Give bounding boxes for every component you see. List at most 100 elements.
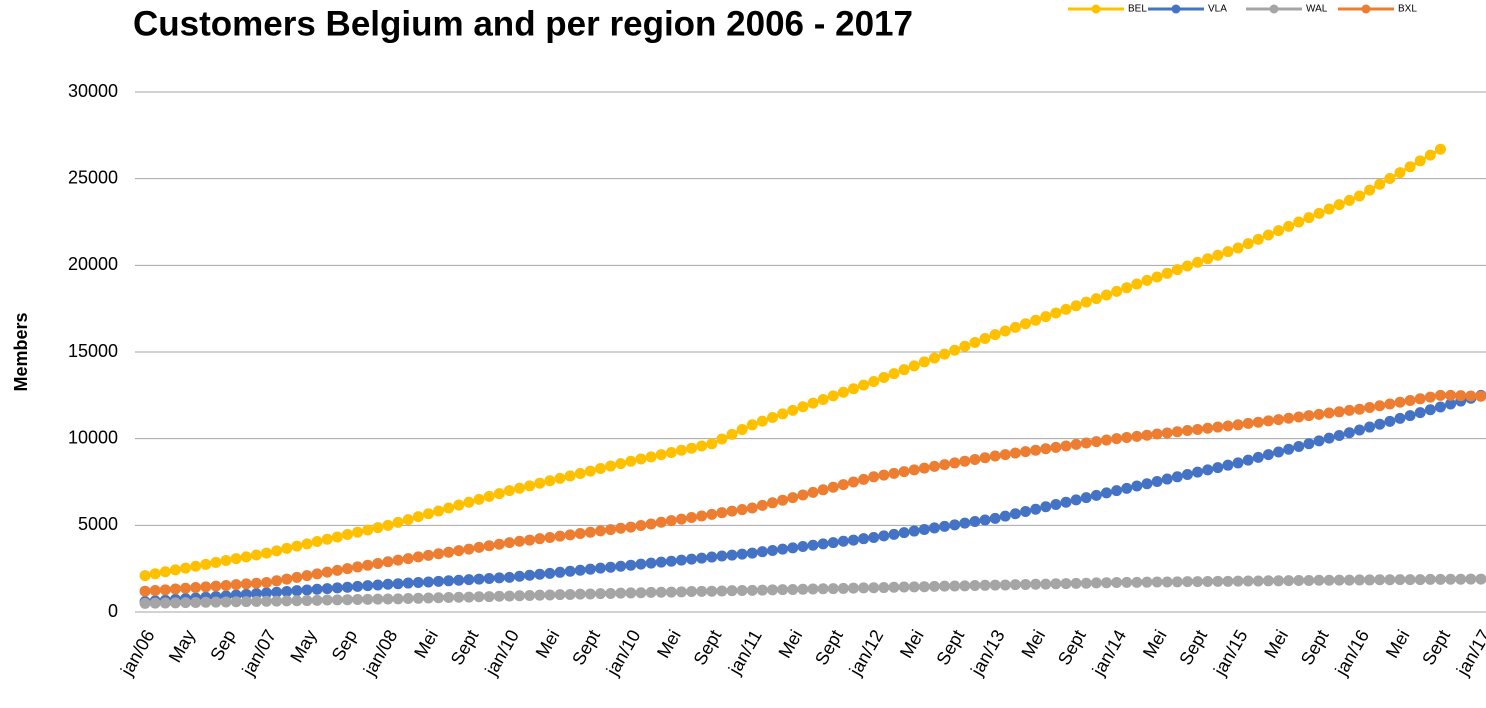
marker (463, 496, 475, 508)
marker (594, 525, 606, 537)
marker (1009, 447, 1021, 459)
marker (362, 580, 374, 592)
legend-label: VLA (1208, 4, 1227, 15)
marker (686, 442, 698, 454)
marker (827, 537, 839, 549)
x-tick-label: Sept (1175, 626, 1211, 668)
marker (1070, 438, 1082, 450)
marker (1252, 451, 1264, 463)
marker (443, 502, 455, 514)
marker (1050, 441, 1062, 453)
marker (1181, 260, 1193, 272)
marker (382, 578, 394, 590)
marker (756, 584, 768, 596)
marker (1060, 496, 1072, 508)
marker (402, 577, 414, 589)
marker (392, 516, 404, 528)
marker (817, 393, 829, 405)
marker (716, 585, 728, 597)
marker (1151, 576, 1163, 588)
marker (827, 583, 839, 595)
marker (1040, 578, 1052, 590)
marker (615, 458, 627, 470)
marker (1353, 424, 1365, 436)
marker (149, 597, 161, 609)
marker (928, 580, 940, 592)
marker (665, 586, 677, 598)
marker (1333, 406, 1345, 418)
marker (1111, 285, 1123, 297)
marker (301, 595, 313, 607)
marker (341, 581, 353, 593)
marker (675, 513, 687, 525)
marker (1020, 318, 1032, 330)
marker (554, 566, 566, 578)
marker (878, 371, 890, 383)
marker (605, 524, 617, 536)
marker (1151, 271, 1163, 283)
marker (1100, 487, 1112, 499)
marker (473, 493, 485, 505)
marker (402, 592, 414, 604)
marker (1394, 396, 1406, 408)
marker (1424, 391, 1436, 403)
marker (999, 579, 1011, 591)
marker (1374, 574, 1386, 586)
marker (564, 588, 576, 600)
marker (726, 585, 738, 597)
marker (230, 596, 242, 608)
x-tick-label: Sept (1297, 626, 1333, 668)
marker (453, 499, 465, 511)
marker (1252, 416, 1264, 428)
marker (1475, 573, 1486, 585)
marker (159, 597, 171, 609)
marker (635, 587, 647, 599)
marker (878, 530, 890, 542)
marker (352, 594, 364, 606)
marker (777, 543, 789, 555)
marker (726, 428, 738, 440)
marker (1192, 256, 1204, 268)
marker (483, 490, 495, 502)
marker (999, 449, 1011, 461)
marker (1455, 573, 1467, 585)
marker (928, 522, 940, 534)
x-tick-label: Mei (1260, 626, 1292, 661)
marker (1131, 480, 1143, 492)
marker (1202, 464, 1214, 476)
marker (928, 460, 940, 472)
marker (1171, 471, 1183, 483)
legend-label: WAL (1306, 4, 1328, 15)
marker (514, 570, 526, 582)
marker (1171, 576, 1183, 588)
x-tick-label: Mei (532, 626, 564, 661)
marker (524, 590, 536, 602)
marker (807, 583, 819, 595)
marker (1121, 431, 1133, 443)
marker (706, 508, 718, 520)
marker (554, 472, 566, 484)
marker (534, 477, 546, 489)
marker (362, 593, 374, 605)
marker (1283, 220, 1295, 232)
marker (230, 579, 242, 591)
marker (605, 587, 617, 599)
marker (291, 540, 303, 552)
marker (939, 520, 951, 532)
marker (433, 592, 445, 604)
marker (1333, 199, 1345, 211)
marker (716, 433, 728, 445)
x-tick-label: jan/06 (116, 626, 158, 679)
marker (443, 591, 455, 603)
marker (706, 438, 718, 450)
marker (362, 559, 374, 571)
marker (169, 583, 181, 595)
marker (888, 528, 900, 540)
marker (1080, 492, 1092, 504)
marker (686, 553, 698, 565)
marker (200, 558, 212, 570)
marker (1060, 440, 1072, 452)
marker (301, 570, 313, 582)
marker (635, 520, 647, 532)
marker (807, 486, 819, 498)
